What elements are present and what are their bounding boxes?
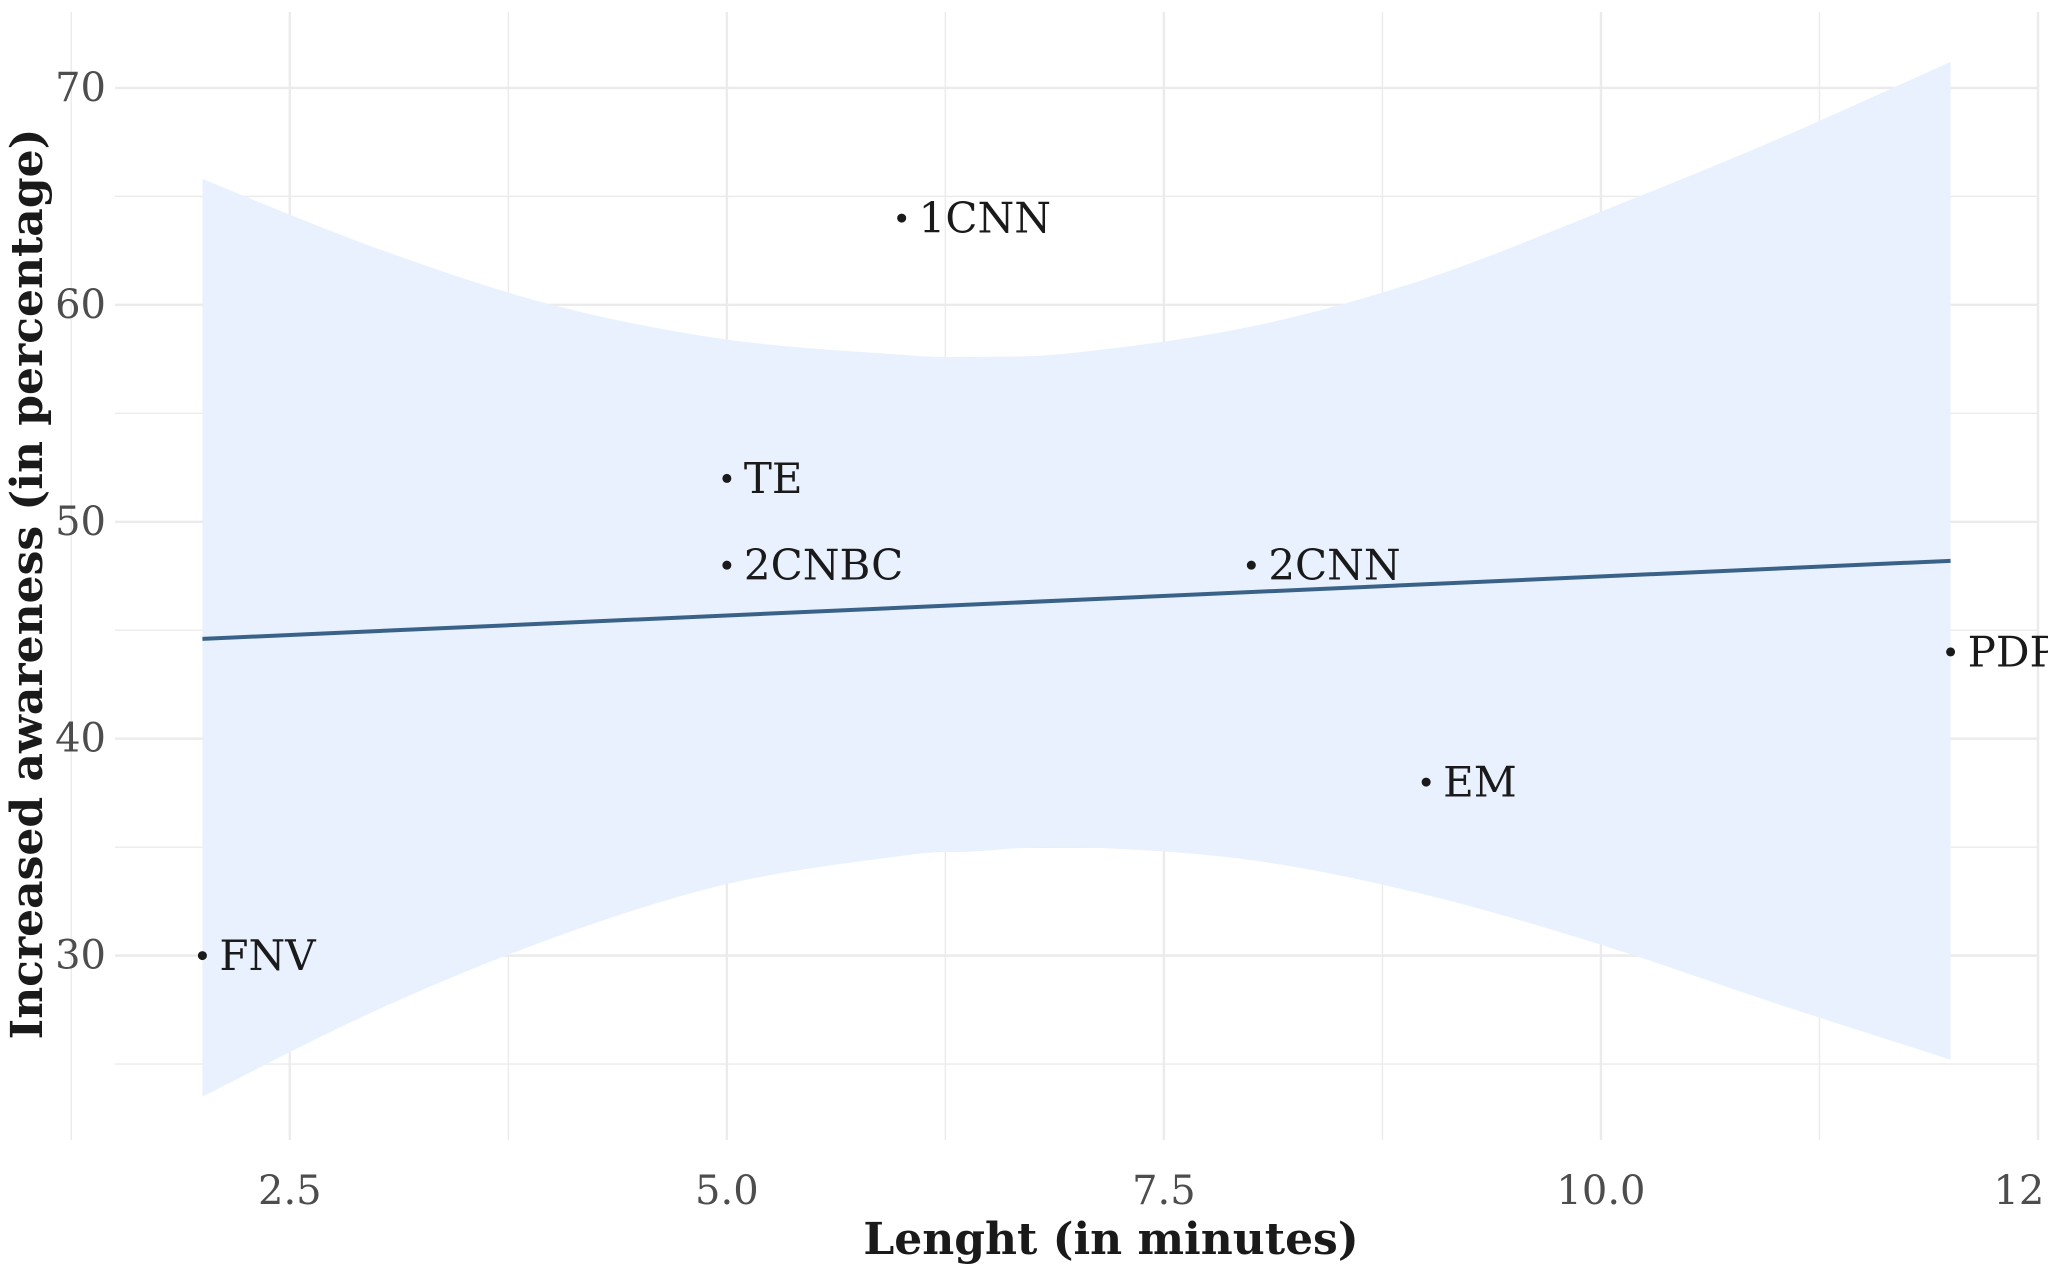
data-point-label: 2CNN	[1268, 541, 1400, 590]
y-tick-label: 30	[55, 933, 106, 979]
data-point	[1421, 777, 1431, 787]
data-point-label: PDP	[1968, 627, 2048, 676]
data-point-group: FNV	[197, 931, 316, 980]
data-point	[722, 473, 732, 483]
x-tick-label: 12.5	[1993, 1168, 2048, 1214]
data-points: FNV 1CNN TE 2CNBC 2CNN EM PDP	[197, 194, 2048, 980]
data-point-label: 2CNBC	[744, 541, 903, 590]
x-tick-label: 2.5	[258, 1168, 322, 1214]
y-tick-label: 60	[55, 282, 106, 328]
trend-line	[202, 558, 1951, 641]
data-point	[722, 560, 732, 570]
data-point-label: 1CNN	[919, 194, 1051, 243]
data-point	[1946, 647, 1956, 657]
data-point-group: 2CNBC	[722, 541, 903, 590]
data-point-label: TE	[744, 454, 803, 503]
data-point	[897, 213, 907, 223]
x-tick-label: 7.5	[1132, 1168, 1196, 1214]
y-tick-label: 40	[55, 716, 106, 762]
y-axis-ticks: 30 40 50 60 70	[55, 65, 106, 979]
x-tick-label: 5.0	[695, 1168, 759, 1214]
x-tick-label: 10.0	[1556, 1168, 1645, 1214]
x-axis-ticks: 2.5 5.0 7.5 10.0 12.5	[258, 1168, 2048, 1214]
data-point-label: EM	[1443, 758, 1517, 807]
x-axis-title: Lenght (in minutes)	[863, 1214, 1358, 1265]
y-tick-label: 50	[55, 499, 106, 545]
y-tick-label: 70	[55, 65, 106, 111]
data-point-group: PDP	[1946, 627, 2048, 676]
data-point-group: TE	[722, 454, 803, 503]
data-point-label: FNV	[219, 931, 316, 980]
confidence-band	[202, 61, 1951, 1097]
data-point	[197, 951, 207, 961]
data-point-group: EM	[1421, 758, 1517, 807]
data-point	[1246, 560, 1256, 570]
data-point-group: 1CNN	[897, 194, 1051, 243]
y-axis-title: Increased awareness (in percentage)	[2, 129, 53, 1040]
data-point-group: 2CNN	[1246, 541, 1401, 590]
